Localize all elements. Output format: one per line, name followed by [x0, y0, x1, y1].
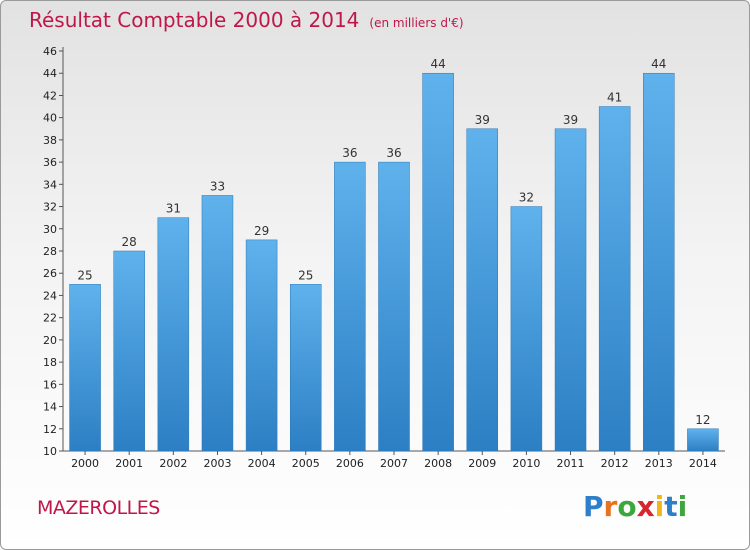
- y-tick-label: 12: [43, 423, 57, 436]
- bar-2013: [643, 72, 675, 452]
- logo-letter: r: [603, 490, 618, 523]
- value-label-2006: 36: [342, 146, 357, 160]
- logo-letter: P: [583, 490, 604, 523]
- y-tick-label: 46: [43, 45, 57, 58]
- chart-title: Résultat Comptable 2000 à 2014 (en millie…: [29, 8, 464, 32]
- x-tick-label-2004: 2004: [248, 457, 276, 470]
- x-tick-label-2003: 2003: [203, 457, 231, 470]
- x-tick-label-2012: 2012: [601, 457, 629, 470]
- y-tick-label: 22: [43, 312, 57, 325]
- x-tick-label-2014: 2014: [689, 457, 717, 470]
- bar-2001: [113, 250, 145, 452]
- logo-letter: t: [664, 490, 678, 523]
- chart-title-text: Résultat Comptable 2000 à 2014: [29, 8, 360, 32]
- y-tick-label: 32: [43, 201, 57, 214]
- logo-letter: i: [677, 490, 688, 523]
- bar-2004: [245, 239, 278, 452]
- x-tick-label-2000: 2000: [71, 457, 99, 470]
- y-tick-label: 34: [43, 178, 57, 191]
- y-tick-label: 26: [43, 267, 57, 280]
- y-tick-label: 20: [43, 334, 57, 347]
- y-tick-label: 36: [43, 156, 57, 169]
- x-tick-label-2013: 2013: [645, 457, 673, 470]
- x-tick-label-2008: 2008: [424, 457, 452, 470]
- bar-2010: [510, 206, 543, 452]
- chart-subtitle: (en milliers d'€): [369, 16, 464, 30]
- x-tick-label-2006: 2006: [336, 457, 364, 470]
- x-tick-label-2009: 2009: [468, 457, 496, 470]
- y-tick-label: 16: [43, 378, 57, 391]
- value-label-2007: 36: [386, 146, 401, 160]
- y-tick-label: 38: [43, 134, 57, 147]
- y-tick-label: 30: [43, 223, 57, 236]
- logo-letter: o: [617, 490, 637, 523]
- y-tick-label: 42: [43, 89, 57, 102]
- y-tick-label: 14: [43, 401, 57, 414]
- x-tick-label-2010: 2010: [512, 457, 540, 470]
- place-name: MAZEROLLES: [37, 497, 160, 519]
- value-label-2003: 33: [210, 179, 225, 193]
- proxiti-logo: Proxiti: [583, 490, 687, 523]
- bar-2009: [466, 128, 499, 452]
- bar-2002: [157, 217, 190, 452]
- y-tick-label: 28: [43, 245, 57, 258]
- value-label-2001: 28: [122, 235, 137, 249]
- bar-2011: [554, 128, 587, 452]
- x-tick-label-2002: 2002: [159, 457, 187, 470]
- y-tick-label: 44: [43, 67, 57, 80]
- value-label-2011: 39: [563, 113, 578, 127]
- y-tick-label: 40: [43, 112, 57, 125]
- bar-2003: [201, 195, 234, 452]
- logo-letter: i: [654, 490, 665, 523]
- y-tick-label: 18: [43, 356, 57, 369]
- value-label-2008: 44: [430, 57, 445, 71]
- bar-2000: [69, 284, 101, 452]
- bar-2007: [378, 161, 410, 452]
- value-label-2010: 32: [519, 191, 534, 205]
- value-label-2005: 25: [298, 268, 313, 282]
- bar-2014: [687, 428, 719, 452]
- value-label-2002: 31: [166, 202, 181, 216]
- bar-2008: [422, 72, 454, 452]
- logo-letter: x: [636, 490, 655, 523]
- value-label-2013: 44: [651, 57, 666, 71]
- value-label-2014: 12: [695, 413, 710, 427]
- y-tick-label: 24: [43, 289, 57, 302]
- x-tick-label-2001: 2001: [115, 457, 143, 470]
- bar-2005: [289, 284, 322, 452]
- value-label-2004: 29: [254, 224, 269, 238]
- x-tick-label-2007: 2007: [380, 457, 408, 470]
- x-tick-label-2005: 2005: [292, 457, 320, 470]
- value-label-2012: 41: [607, 91, 622, 105]
- value-label-2000: 25: [77, 268, 92, 282]
- value-label-2009: 39: [475, 113, 490, 127]
- x-tick-label-2011: 2011: [557, 457, 585, 470]
- bar-2012: [598, 106, 631, 452]
- y-tick-label: 10: [43, 445, 57, 458]
- bar-2006: [334, 161, 366, 452]
